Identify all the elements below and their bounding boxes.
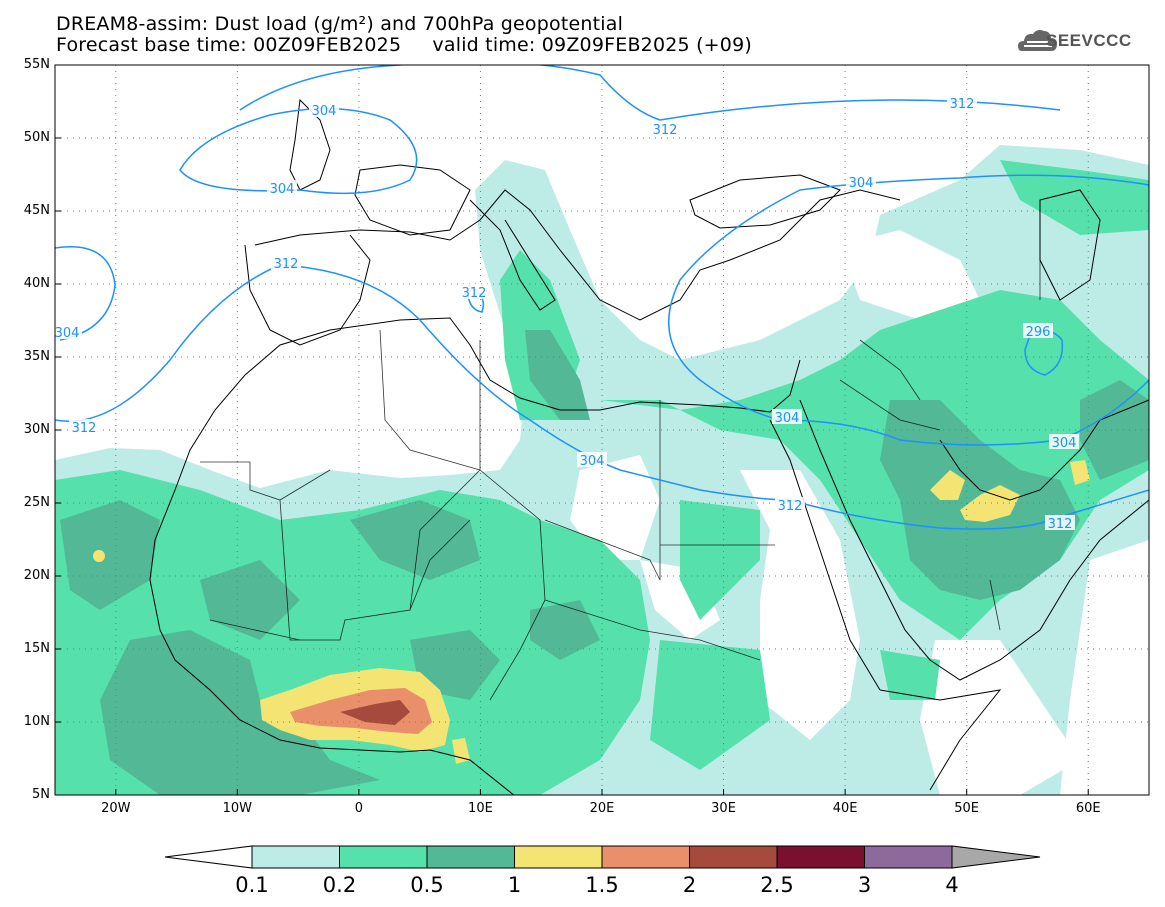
lat-label: 50N (23, 130, 50, 145)
colorbar-swatch (339, 845, 428, 869)
contour-label: 304 (580, 454, 605, 469)
map-title: DREAM8-assim: Dust load (g/m²) and 700hP… (56, 13, 624, 35)
colorbar-label: 4 (945, 873, 959, 897)
map-subtitle: Forecast base time: 00Z09FEB2025 valid t… (56, 34, 752, 56)
lat-label: 20N (23, 568, 50, 583)
contour-labels: 304 304 304 312 312 312 304 296 304 312 312 312 304 3… (52, 95, 1079, 532)
colorbar-under-arrow (164, 845, 253, 869)
lat-label: 30N (23, 422, 50, 437)
lon-label: 10W (222, 801, 253, 816)
colorbar-swatch (251, 845, 340, 869)
lat-label: 10N (23, 714, 50, 729)
lat-label: 35N (23, 349, 50, 364)
contour-label: 304 (270, 182, 295, 197)
cloud-icon (1018, 30, 1057, 51)
contour-label: 312 (778, 499, 803, 514)
coastlines (149, 98, 1149, 795)
lat-label: 5N (32, 787, 50, 802)
contour-label: 304 (312, 104, 337, 119)
lat-label: 15N (23, 641, 50, 656)
lat-label: 25N (23, 495, 50, 510)
contour-label: 304 (55, 326, 80, 341)
colorbar-label: 3 (857, 873, 872, 897)
colorbar-label: 2.5 (760, 873, 794, 897)
lon-label: 40E (832, 801, 858, 816)
lat-label: 55N (23, 57, 50, 72)
axis-ticks (55, 64, 1089, 796)
colorbar-swatch (689, 845, 778, 869)
lon-label: 20W (101, 801, 131, 816)
colorbar-swatch (514, 845, 603, 869)
colorbar-label: 0.1 (235, 873, 269, 897)
colorbar-over-arrow (951, 845, 1041, 869)
contour-label: 312 (274, 257, 299, 272)
colorbar-swatch (601, 845, 690, 869)
contour-label: 312 (1048, 517, 1073, 532)
colorbar-label: 0.2 (322, 873, 357, 897)
contour-label: 296 (1026, 325, 1051, 340)
colorbar-swatch (776, 845, 865, 869)
contour-label: 312 (72, 421, 97, 436)
logo-text: SEEVCCC (1046, 31, 1132, 50)
colorbar-label: 0.5 (410, 873, 444, 897)
colorbar-swatch (426, 845, 515, 869)
lon-label: 60E (1075, 801, 1101, 816)
contour-label: 304 (775, 411, 800, 426)
lat-label: 45N (23, 203, 50, 218)
colorbar (164, 845, 1041, 869)
dust-layer-brown (340, 700, 410, 725)
lon-label: 10E (468, 801, 493, 816)
lon-label: 50E (954, 801, 980, 816)
lon-label: 0 (354, 801, 364, 816)
colorbar-label: 1 (507, 873, 522, 897)
colorbar-label: 2 (682, 873, 697, 897)
contour-label: 304 (849, 176, 874, 191)
contour-label: 312 (462, 286, 487, 301)
colorbar-swatch (864, 845, 953, 869)
grid-lines (55, 65, 1149, 795)
geopotential-contours (55, 65, 1149, 530)
contour-label: 304 (1052, 436, 1077, 451)
colorbar-label: 1.5 (585, 873, 619, 897)
contour-label: 312 (950, 97, 975, 112)
lat-label: 40N (23, 276, 50, 291)
lon-label: 20E (589, 801, 615, 816)
lon-label: 30E (711, 801, 736, 816)
contour-label: 312 (653, 123, 678, 138)
country-borders (200, 210, 1041, 701)
dust-gap (570, 230, 1149, 795)
